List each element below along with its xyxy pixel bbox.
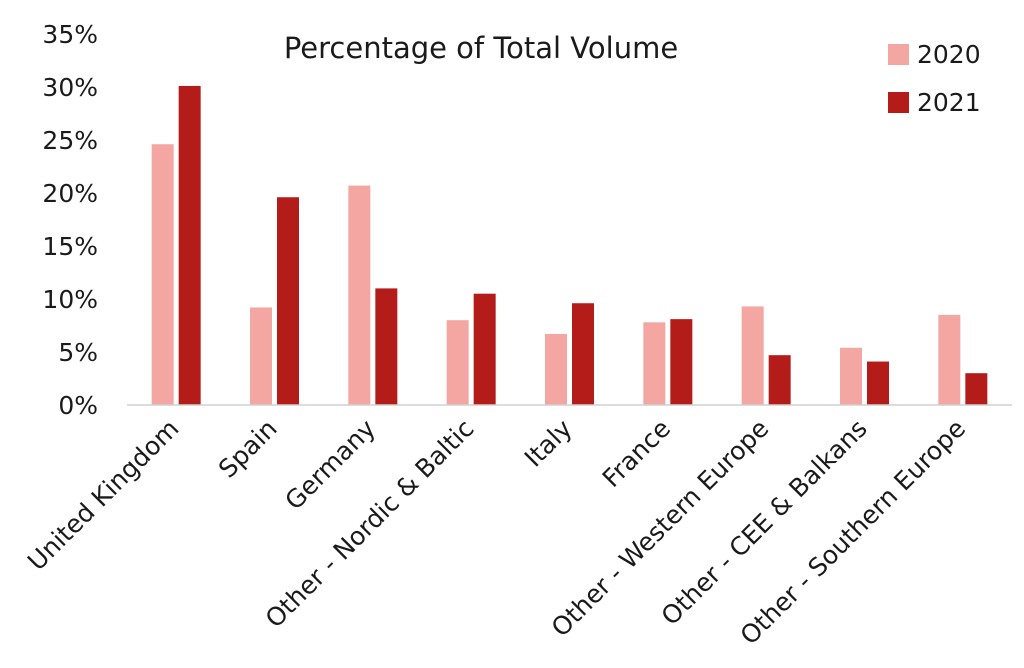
y-tick-label: 35% bbox=[42, 20, 98, 49]
y-tick-label: 10% bbox=[42, 285, 98, 314]
x-tick-label: Other - Nordic & Baltic bbox=[260, 414, 480, 634]
x-tick-label: United Kingdom bbox=[22, 414, 184, 576]
y-tick-label: 15% bbox=[42, 232, 98, 261]
bars bbox=[151, 85, 988, 406]
bar-2021-3 bbox=[473, 293, 496, 405]
legend: 2020 2021 bbox=[888, 40, 981, 117]
y-axis: 0% 5% 10% 15% 20% 25% 30% 35% bbox=[42, 20, 98, 420]
x-tick-label: Spain bbox=[213, 414, 283, 484]
bar-2020-3 bbox=[446, 320, 469, 405]
x-tick-label: France bbox=[597, 414, 676, 493]
bar-2020-4 bbox=[545, 333, 567, 405]
bar-2021-6 bbox=[768, 355, 791, 405]
bar-2020-1 bbox=[250, 307, 272, 405]
legend-swatch-2021 bbox=[888, 92, 909, 113]
bar-2020-2 bbox=[348, 185, 371, 405]
bar-2021-1 bbox=[277, 197, 299, 405]
bar-2020-6 bbox=[741, 306, 764, 405]
y-tick-label: 30% bbox=[42, 73, 98, 102]
bar-2021-4 bbox=[572, 303, 594, 405]
bar-2020-0 bbox=[151, 144, 174, 406]
y-tick-label: 5% bbox=[58, 338, 98, 367]
bar-2021-8 bbox=[965, 373, 988, 405]
x-tick-label: Other - CEE & Balkans bbox=[656, 414, 873, 631]
chart-title: Percentage of Total Volume bbox=[284, 31, 678, 65]
x-tick-label: Germany bbox=[279, 414, 381, 516]
y-tick-label: 25% bbox=[42, 126, 98, 155]
legend-label-2020: 2020 bbox=[917, 40, 981, 69]
bar-2021-5 bbox=[670, 319, 693, 405]
y-tick-label: 0% bbox=[58, 391, 98, 420]
bar-2021-0 bbox=[178, 85, 201, 405]
x-tick-label: Italy bbox=[519, 414, 578, 473]
bar-2020-8 bbox=[938, 314, 961, 405]
y-tick-label: 20% bbox=[42, 179, 98, 208]
bar-2021-2 bbox=[375, 288, 398, 405]
legend-label-2021: 2021 bbox=[917, 88, 981, 117]
bar-2021-7 bbox=[867, 361, 889, 405]
bar-2020-5 bbox=[643, 322, 666, 405]
legend-swatch-2020 bbox=[888, 44, 909, 65]
bar-2020-7 bbox=[840, 347, 862, 405]
